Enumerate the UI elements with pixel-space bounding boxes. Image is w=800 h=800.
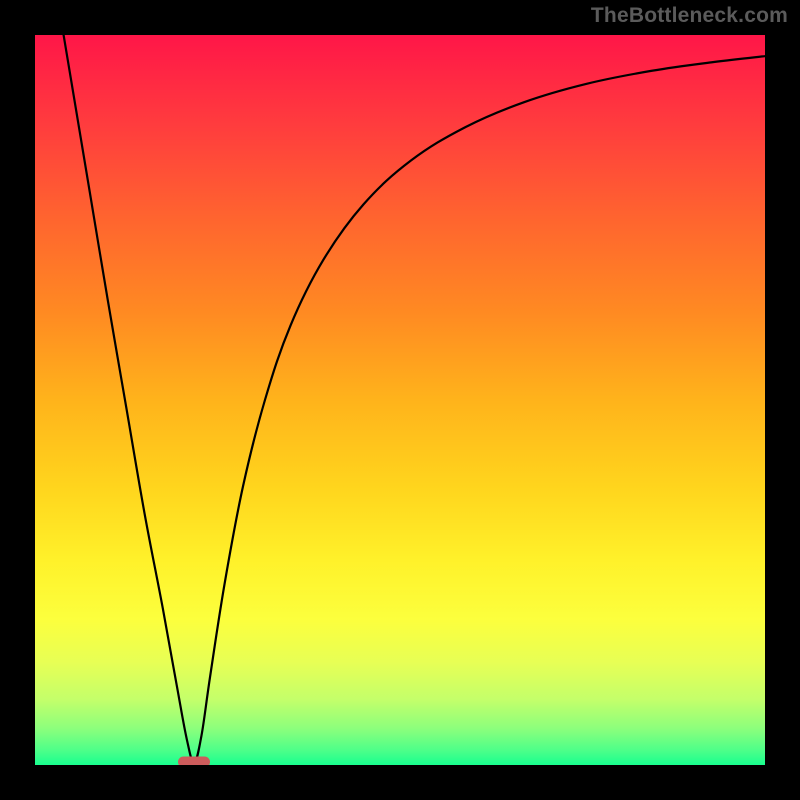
chart-frame: TheBottleneck.com xyxy=(0,0,800,800)
plot-area xyxy=(35,35,765,765)
bottleneck-curve xyxy=(35,35,765,765)
minimum-marker xyxy=(178,757,210,765)
watermark-text: TheBottleneck.com xyxy=(591,4,788,28)
